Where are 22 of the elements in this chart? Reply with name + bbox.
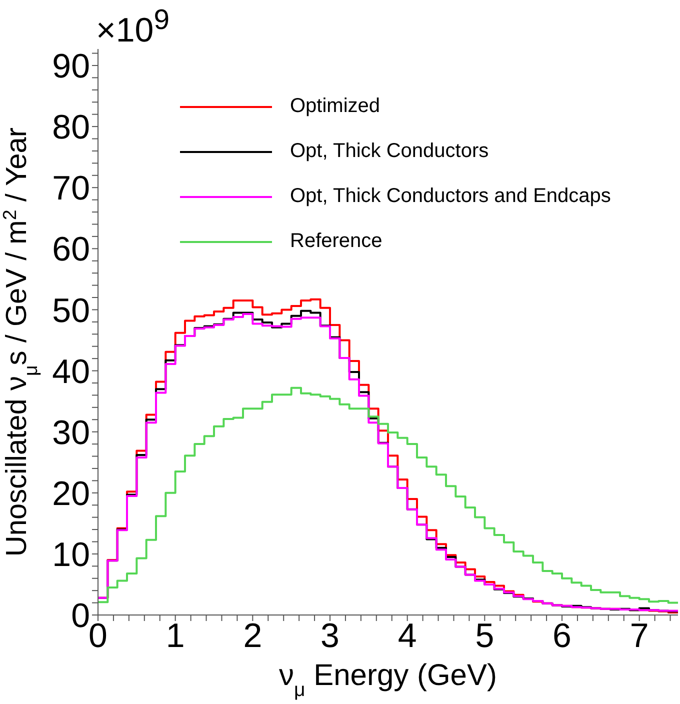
y-tick-label: 20: [52, 474, 90, 513]
y-tick-label: 60: [52, 230, 90, 269]
x-tick-label: 2: [243, 617, 262, 656]
y-tick-label: 90: [52, 48, 90, 86]
y-tick-label: 70: [52, 170, 90, 208]
legend-label: Opt, Thick Conductors and Endcaps: [290, 185, 611, 208]
x-tick-label: 5: [475, 617, 494, 656]
x-tick-label: 1: [166, 617, 185, 656]
y-tick-label: 80: [52, 108, 90, 147]
y-tick-label: 40: [52, 352, 90, 391]
x-tick-label: 3: [320, 617, 340, 656]
x-axis-title: ν$_{μ}$ Energy (GeV): [279, 659, 497, 701]
annotation: ×10$^{9}$: [96, 3, 170, 52]
legend-label: Optimized: [290, 95, 380, 118]
legend-label: Opt, Thick Conductors: [290, 140, 489, 163]
legend-label: Reference: [290, 230, 382, 253]
y-tick-label: 10: [52, 536, 90, 574]
x-tick-label: 6: [552, 617, 572, 656]
y-tick-label: 30: [52, 414, 90, 452]
y-tick-label: 50: [52, 292, 90, 330]
x-tick-label: 4: [398, 617, 417, 656]
x-tick-label: 7: [630, 617, 649, 656]
